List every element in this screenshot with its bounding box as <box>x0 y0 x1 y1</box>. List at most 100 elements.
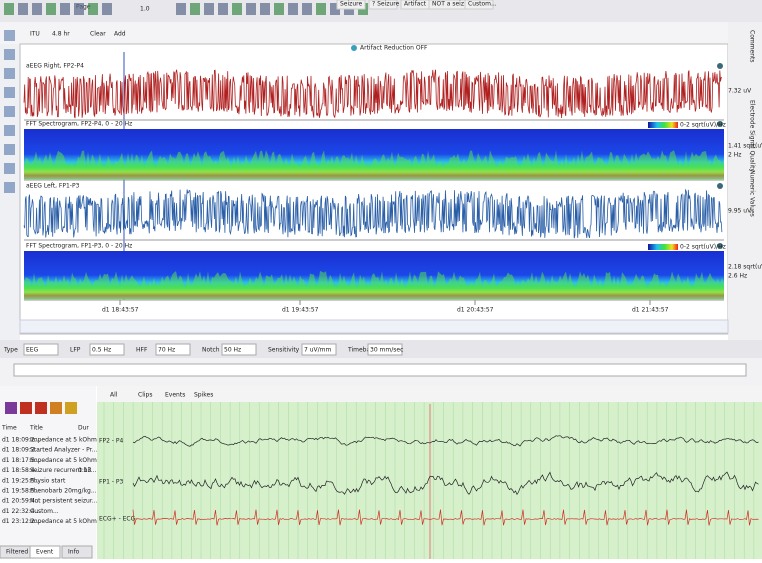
setting-value: 50 Hz <box>224 347 241 354</box>
toolbar-icon[interactable] <box>190 3 200 15</box>
toolbar-icon[interactable] <box>274 3 284 15</box>
toolbar-icon[interactable] <box>4 3 14 15</box>
spectrogram-freq: 2 Hz <box>728 152 741 159</box>
event-cell: Not persistent seizur... <box>30 498 98 505</box>
toolbar-icon[interactable] <box>18 3 28 15</box>
setting-field[interactable] <box>155 343 191 356</box>
info-icon[interactable] <box>717 121 723 127</box>
event-cell: d1 18:58:4... <box>2 467 40 474</box>
scroll-bar[interactable] <box>19 319 729 334</box>
timeline-track <box>13 363 747 377</box>
event-button-label: NOT a seizure <box>432 1 474 8</box>
event-cell: d1 19:25:5... <box>2 477 40 484</box>
side-tab[interactable]: Electrode Signal Quality <box>749 100 756 172</box>
side-icon[interactable] <box>4 182 15 193</box>
event-tab[interactable] <box>29 545 61 559</box>
setting-label: Sensitivity <box>268 347 300 354</box>
event-tab-label: Info <box>68 549 80 556</box>
channel-label: FP2 - P4 <box>99 438 123 445</box>
time-label: d1 21:43:57 <box>632 307 669 314</box>
eeg-tab[interactable]: Events <box>165 392 185 399</box>
setting-field[interactable] <box>367 343 403 356</box>
channel-label: FP1 - P3 <box>99 479 123 486</box>
side-tab[interactable]: Comments <box>749 30 756 63</box>
event-cell: d1 23:12:2... <box>2 518 40 525</box>
aeeg-trace <box>23 188 723 239</box>
event-button-label: Custom... <box>468 1 497 8</box>
side-icon[interactable] <box>4 144 15 155</box>
event-button[interactable] <box>368 0 398 10</box>
montage: ITU <box>30 31 40 38</box>
event-header: Dur <box>78 425 89 432</box>
toolbar-icon[interactable] <box>246 3 256 15</box>
setting-field[interactable] <box>221 343 257 356</box>
add-button[interactable]: Add <box>114 31 126 38</box>
event-button-label: Seizure <box>340 1 362 8</box>
info-icon[interactable] <box>717 243 723 249</box>
toolbar-icon[interactable] <box>176 3 186 15</box>
spectrogram-freq: 2.6 Hz <box>728 273 747 280</box>
eeg-tab[interactable]: All <box>110 392 118 399</box>
toolbar-icon[interactable] <box>60 3 70 15</box>
nav-arrow[interactable] <box>20 402 32 414</box>
side-icon[interactable] <box>4 87 15 98</box>
event-cell: Custom... <box>30 508 59 515</box>
clear-button[interactable]: Clear <box>90 31 106 38</box>
time-label: d1 19:43:57 <box>282 307 319 314</box>
event-cell: Seizure recurrent bil... <box>30 467 97 474</box>
panel-scale: 1.41 sqrt(uV) <box>728 143 762 150</box>
side-icon[interactable] <box>4 30 15 41</box>
setting-field[interactable] <box>23 343 59 356</box>
toolbar-icon[interactable] <box>288 3 298 15</box>
info-icon[interactable] <box>717 63 723 69</box>
toolbar-icon[interactable] <box>316 3 326 15</box>
event-button[interactable] <box>336 0 366 10</box>
event-header: Time <box>1 425 17 432</box>
spectrogram-power <box>24 271 724 300</box>
event-tab[interactable] <box>61 545 93 559</box>
side-tab-strip <box>728 22 762 344</box>
setting-value: 0.5 Hz <box>92 347 111 354</box>
toolbar-icon[interactable] <box>102 3 112 15</box>
eeg-tab[interactable]: Spikes <box>194 392 213 399</box>
event-button[interactable] <box>464 0 494 10</box>
channel-label: ECG+ - ECG- <box>99 516 137 523</box>
time-label: d1 20:43:57 <box>457 307 494 314</box>
event-cell: d1 18:09:2... <box>2 447 40 454</box>
toolbar-icon[interactable] <box>218 3 228 15</box>
side-icon[interactable] <box>4 68 15 79</box>
toolbar-icon[interactable] <box>88 3 98 15</box>
setting-value: EEG <box>26 347 39 354</box>
side-tab[interactable]: Numeric Values <box>749 170 756 217</box>
toolbar-icon[interactable] <box>232 3 242 15</box>
toolbar-icon[interactable] <box>32 3 42 15</box>
duration: 4.8 hr <box>52 31 70 38</box>
nav-arrow[interactable] <box>5 402 17 414</box>
event-button-label: ? Seizure <box>372 1 400 8</box>
event-cell: d1 18:09:2... <box>2 437 40 444</box>
panel-scale: 7.32 uV <box>728 88 752 95</box>
side-icon[interactable] <box>4 163 15 174</box>
nav-arrow[interactable] <box>35 402 47 414</box>
toolbar-icon[interactable] <box>74 3 84 15</box>
side-icons <box>0 44 20 344</box>
setting-field[interactable] <box>301 343 337 356</box>
toolbar-icon[interactable] <box>46 3 56 15</box>
nav-arrow[interactable] <box>65 402 77 414</box>
side-icon[interactable] <box>4 49 15 60</box>
side-icon[interactable] <box>4 106 15 117</box>
nav-arrow[interactable] <box>50 402 62 414</box>
toolbar-icon[interactable] <box>330 3 340 15</box>
toolbar-icon[interactable] <box>302 3 312 15</box>
info-icon[interactable] <box>717 183 723 189</box>
toolbar-icon[interactable] <box>260 3 270 15</box>
eeg-trace <box>132 471 759 496</box>
eeg-trace <box>132 509 759 526</box>
eeg-tab[interactable]: Clips <box>138 392 152 399</box>
side-icon[interactable] <box>4 125 15 136</box>
setting-label: Type <box>3 347 18 354</box>
toolbar-icon[interactable] <box>204 3 214 15</box>
setting-field[interactable] <box>89 343 125 356</box>
